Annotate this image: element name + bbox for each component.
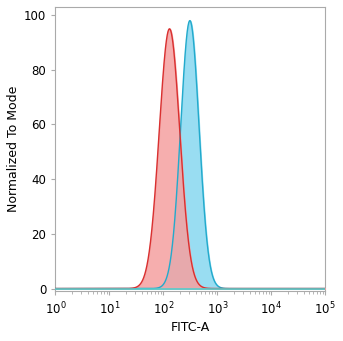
Y-axis label: Normalized To Mode: Normalized To Mode <box>7 86 20 212</box>
X-axis label: FITC-A: FITC-A <box>171 321 210 334</box>
